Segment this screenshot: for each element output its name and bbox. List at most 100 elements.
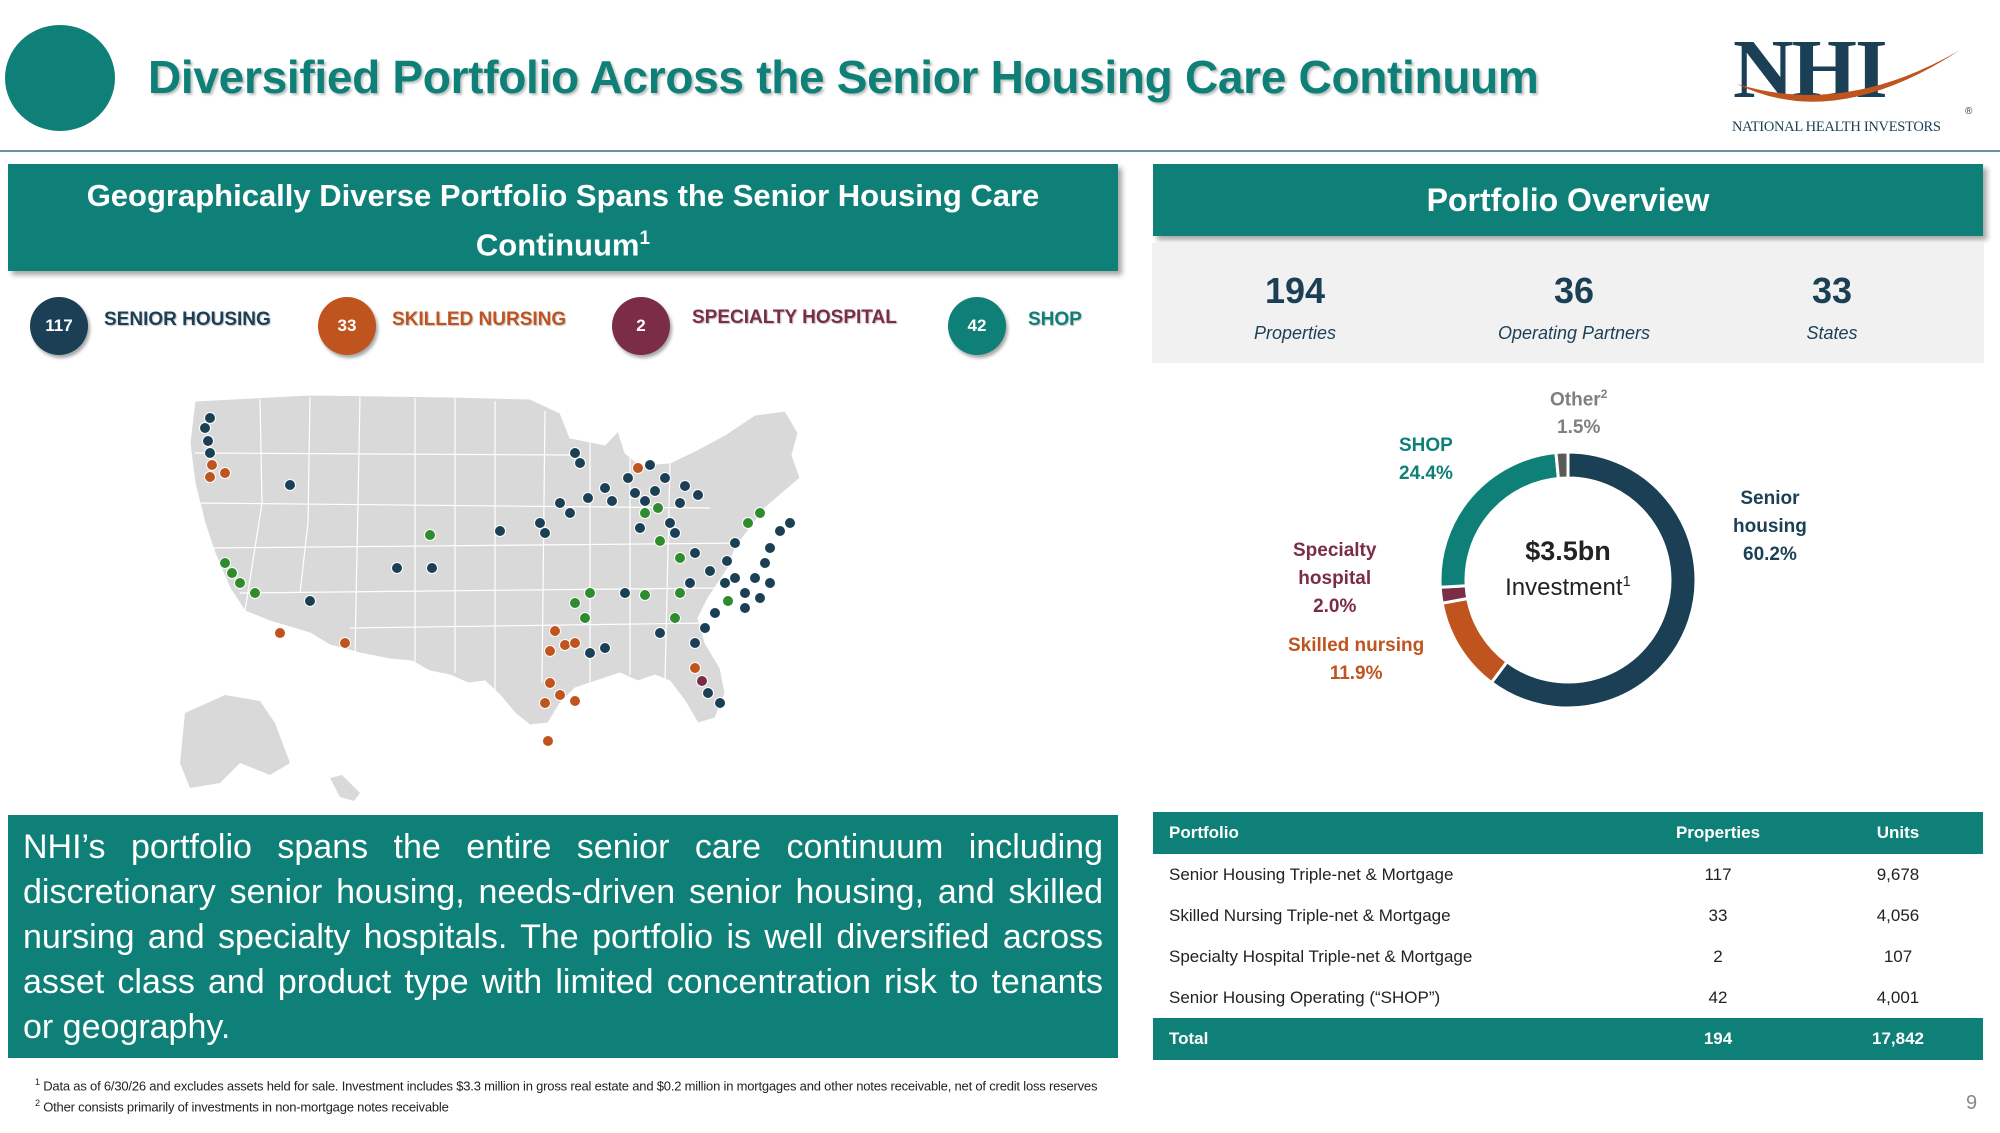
property-dot xyxy=(202,435,214,447)
property-dot xyxy=(754,592,766,604)
property-dot xyxy=(709,607,721,619)
stat-operating-partners: 36 Operating Partners xyxy=(1464,271,1684,344)
skilled-nursing-count-badge: 33 xyxy=(318,297,376,355)
property-dot xyxy=(739,587,751,599)
header-divider xyxy=(0,150,2000,152)
footnote-1-text: Data as of 6/30/26 and excludes assets h… xyxy=(43,1078,1098,1094)
property-dot xyxy=(632,462,644,474)
property-dot xyxy=(742,517,754,529)
donut-center-value: $3.5bn xyxy=(1525,536,1611,566)
label-specialty-hospital: Specialty hospital 2.0% xyxy=(1293,537,1376,621)
us-map-graphic xyxy=(180,394,801,801)
property-dot xyxy=(542,735,554,747)
label-skilled-nursing-line1: Skilled nursing xyxy=(1288,635,1425,656)
label-senior-housing-line1: Senior xyxy=(1740,488,1800,509)
property-dot xyxy=(226,567,238,579)
property-dot xyxy=(584,587,596,599)
geographic-portfolio-banner: Geographically Diverse Portfolio Spans t… xyxy=(8,164,1118,271)
property-dot xyxy=(739,602,751,614)
row-properties: 33 xyxy=(1708,905,1728,925)
property-dot xyxy=(539,527,551,539)
property-dot xyxy=(654,627,666,639)
banner-line-1: Geographically Diverse Portfolio Spans t… xyxy=(86,178,1040,213)
stat-properties: 194 Properties xyxy=(1185,271,1405,344)
logo-subtitle: NATIONAL HEALTH INVESTORS xyxy=(1732,119,1941,135)
property-dot xyxy=(659,472,671,484)
property-dot xyxy=(669,612,681,624)
property-dot xyxy=(534,517,546,529)
property-dot xyxy=(774,525,786,537)
table-row: Senior Housing Operating (“SHOP”) 42 4,0… xyxy=(1153,977,1983,1018)
property-dot xyxy=(424,529,436,541)
property-dot xyxy=(689,547,701,559)
property-dot xyxy=(564,507,576,519)
table-header-row: Portfolio Properties Units xyxy=(1153,812,1983,854)
property-dot xyxy=(639,495,651,507)
table-row: Senior Housing Triple-net & Mortgage 117… xyxy=(1153,854,1983,895)
footnote-2-mark: 2 xyxy=(35,1098,40,1108)
property-dot xyxy=(784,517,796,529)
property-dot xyxy=(544,645,556,657)
property-dot xyxy=(599,642,611,654)
property-dot xyxy=(274,627,286,639)
total-units: 17,842 xyxy=(1813,1018,1983,1060)
stat-states: 33 States xyxy=(1722,271,1942,344)
property-dot xyxy=(606,495,618,507)
property-dot xyxy=(569,447,581,459)
property-dot xyxy=(749,572,761,584)
banner-line-2-text: Continuum xyxy=(475,227,640,263)
label-other-line1: Other2 xyxy=(1550,380,1607,414)
specialty-hospital-count-badge: 2 xyxy=(612,297,670,355)
table-row: Specialty Hospital Triple-net & Mortgage… xyxy=(1153,936,1983,977)
shop-count-badge: 42 xyxy=(948,297,1006,355)
property-dot xyxy=(652,502,664,514)
nhi-logo: NHI ® NATIONAL HEALTH INVESTORS xyxy=(1725,22,1980,140)
label-shop: SHOP 24.4% xyxy=(1399,432,1453,488)
hawaii-shape xyxy=(330,775,360,801)
portfolio-table: Portfolio Properties Units Senior Housin… xyxy=(1153,812,1983,1060)
property-dot xyxy=(699,622,711,634)
label-specialty-hospital-line2: hospital xyxy=(1298,568,1372,589)
label-skilled-nursing-pct: 11.9% xyxy=(1329,663,1383,684)
property-dot xyxy=(554,497,566,509)
property-dot xyxy=(234,577,246,589)
portfolio-overview-banner: Portfolio Overview xyxy=(1153,164,1983,236)
us-property-map xyxy=(150,383,900,803)
shop-label: SHOP xyxy=(1028,309,1082,330)
logo-registered-mark: ® xyxy=(1965,106,1973,117)
property-dot xyxy=(204,447,216,459)
property-dot xyxy=(719,577,731,589)
property-dot xyxy=(664,517,676,529)
row-units: 4,001 xyxy=(1876,987,1920,1007)
property-dot xyxy=(689,662,701,674)
page-number: 9 xyxy=(1966,1092,1978,1114)
investment-donut-chart: $3.5bn Investment1 Senior housing 60.2% … xyxy=(1140,380,1860,720)
property-dot xyxy=(692,489,704,501)
col-header-units: Units xyxy=(1813,812,1983,854)
row-portfolio: Skilled Nursing Triple-net & Mortgage xyxy=(1169,905,1451,925)
property-dot xyxy=(304,595,316,607)
property-dot xyxy=(569,637,581,649)
property-dot xyxy=(204,471,216,483)
property-dot xyxy=(764,542,776,554)
property-dot xyxy=(679,480,691,492)
page-title: Diversified Portfolio Across the Senior … xyxy=(148,51,1539,103)
property-dot xyxy=(249,587,261,599)
specialty-hospital-label: SPECIALTY HOSPITAL xyxy=(692,307,897,328)
property-dot xyxy=(674,587,686,599)
property-dot xyxy=(554,689,566,701)
footnote-2-text: Other consists primarily of investments … xyxy=(43,1099,449,1115)
property-dot xyxy=(674,497,686,509)
stat-states-value: 33 xyxy=(1811,270,1853,311)
footnote-1: 1 Data as of 6/30/26 and excludes assets… xyxy=(35,1077,1097,1093)
label-other-pct: 1.5% xyxy=(1557,417,1601,439)
state-borders xyxy=(194,396,751,695)
donut-center-label-text: Investment xyxy=(1505,574,1623,601)
property-dot xyxy=(702,687,714,699)
senior-housing-label: SENIOR HOUSING xyxy=(104,309,271,330)
property-dot xyxy=(629,487,641,499)
property-dot xyxy=(391,562,403,574)
property-dot xyxy=(584,647,596,659)
property-dot xyxy=(569,597,581,609)
property-dot xyxy=(549,625,561,637)
